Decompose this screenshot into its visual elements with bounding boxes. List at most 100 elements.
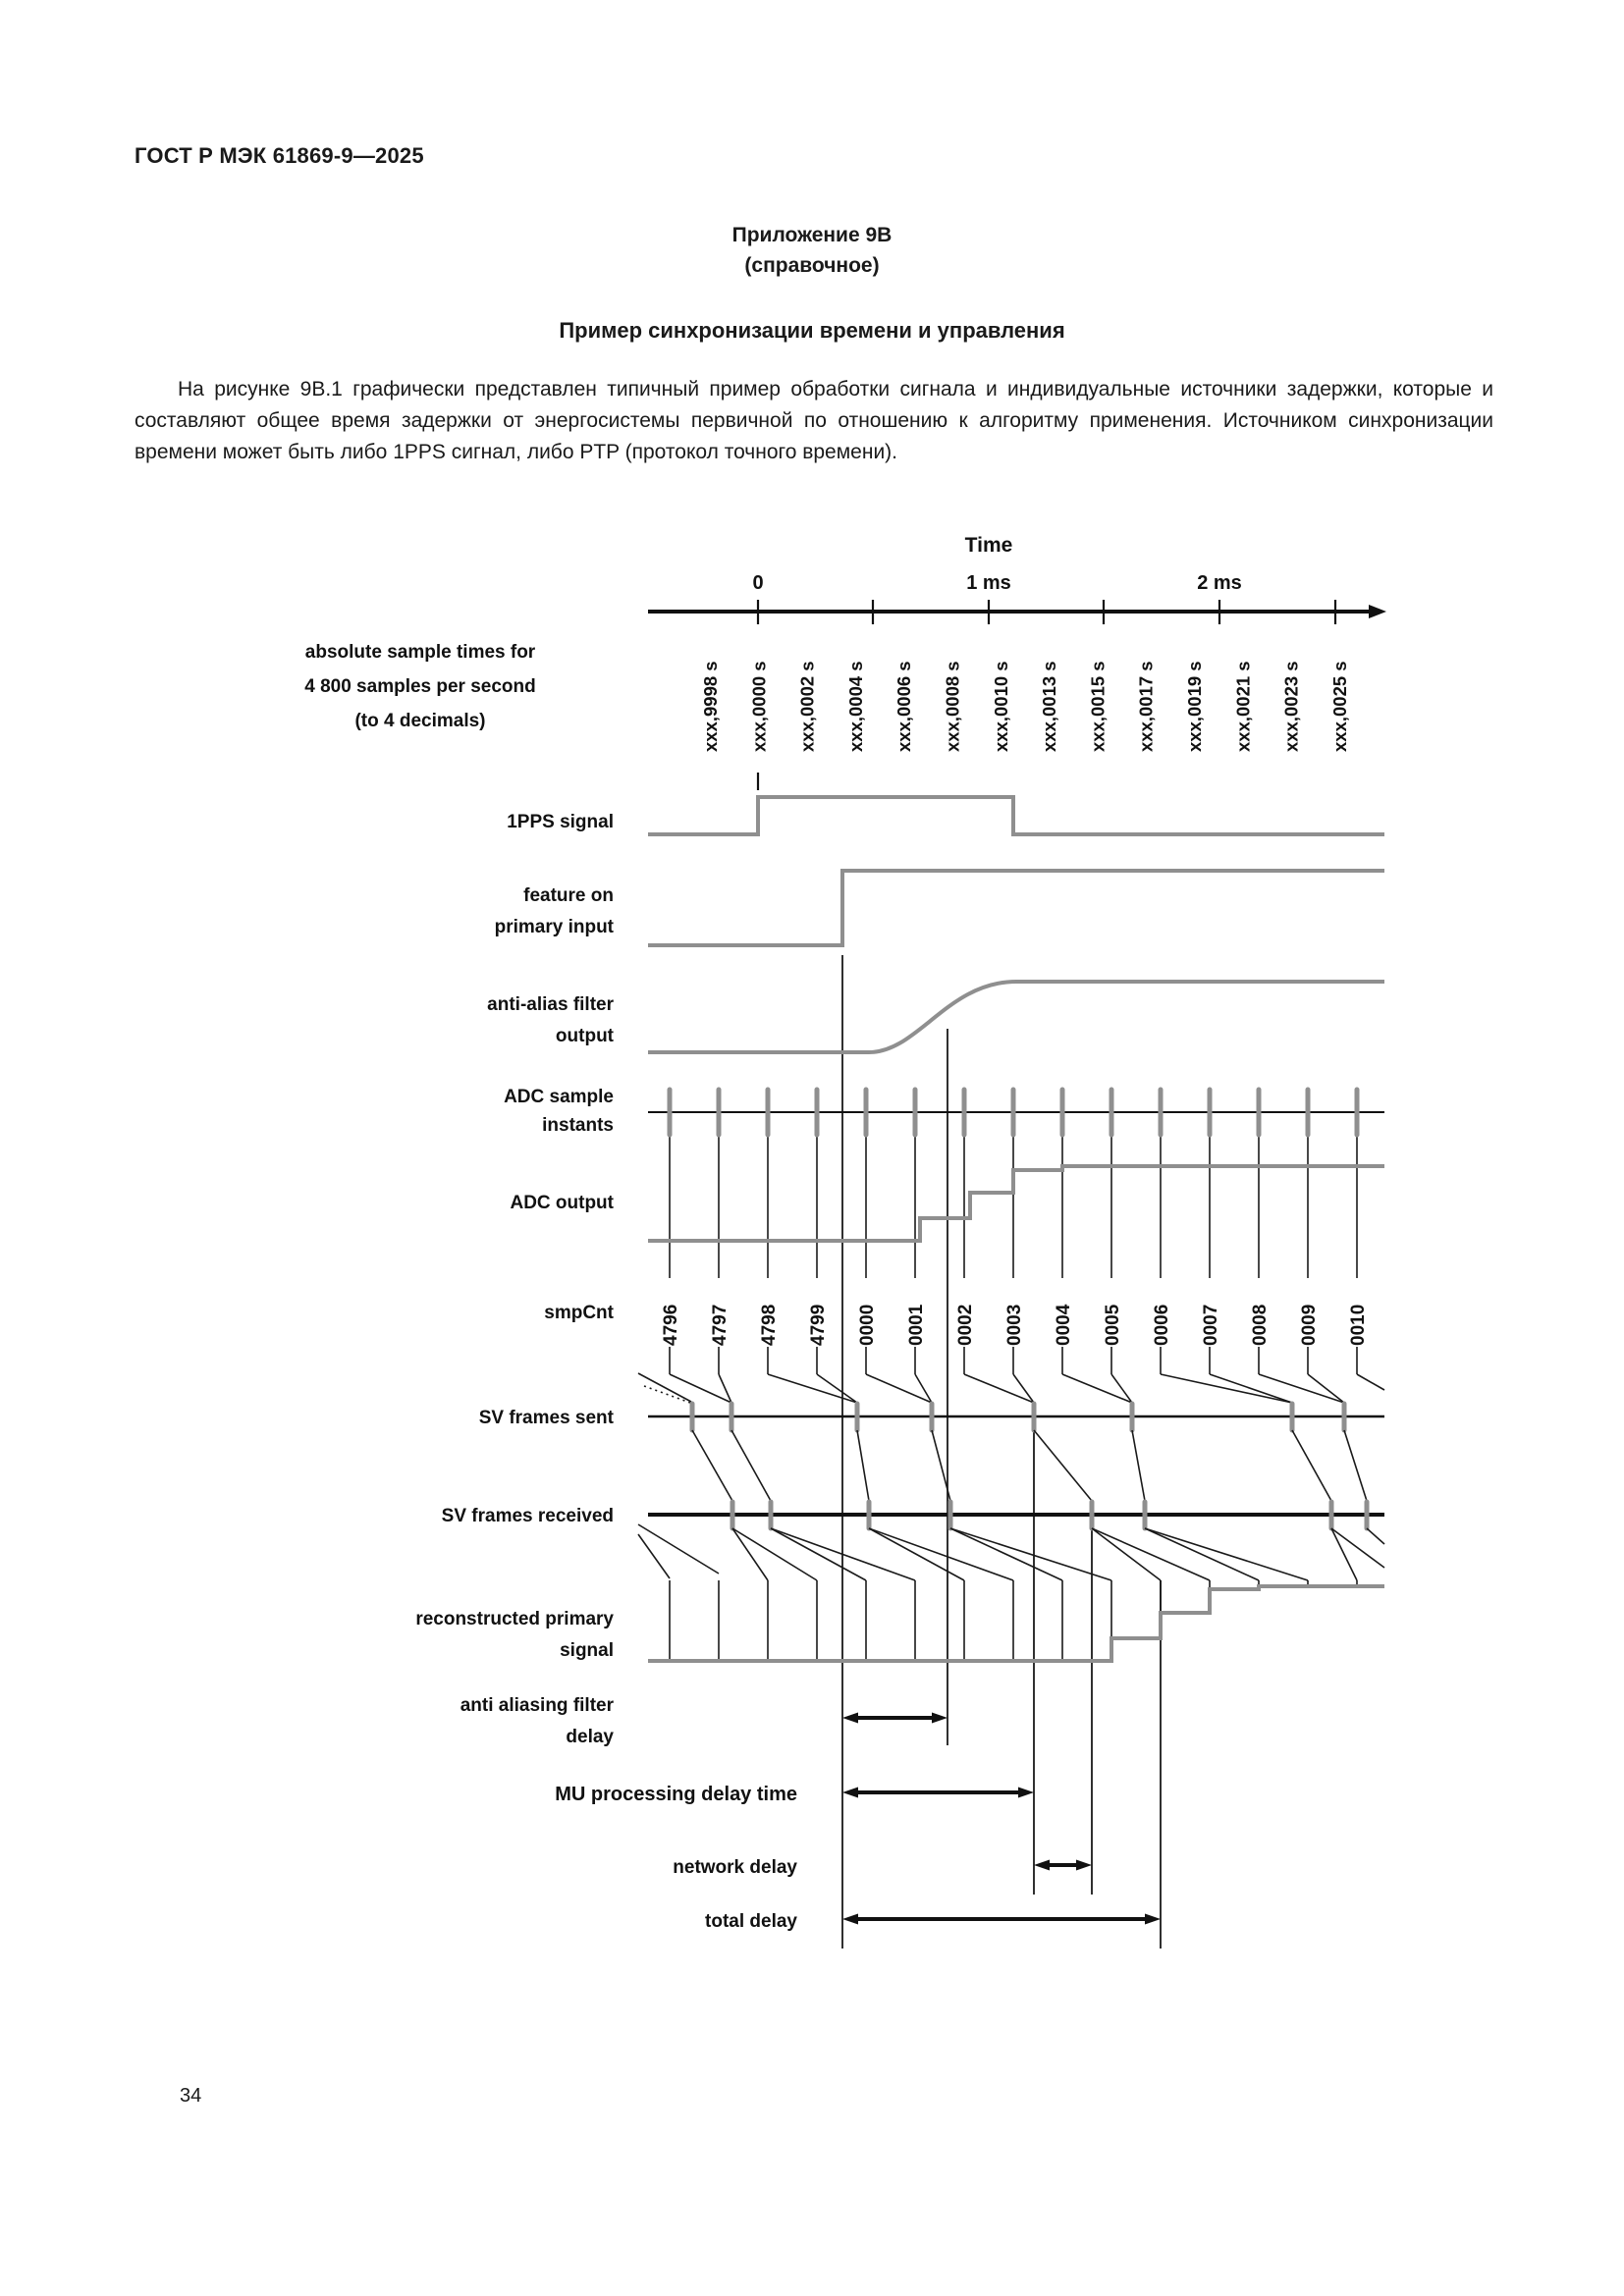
document-header: ГОСТ Р МЭК 61869-9—2025 xyxy=(135,143,424,168)
arrowhead-icon xyxy=(1076,1859,1092,1871)
sample-to-frame-diagonal xyxy=(1307,1373,1345,1404)
frame-playout-diagonal xyxy=(1144,1527,1260,1581)
frame-playout-diagonal xyxy=(637,1523,720,1575)
frame-playout-diagonal xyxy=(731,1527,769,1581)
smpcnt-value-label: 0003 xyxy=(1004,1305,1025,1346)
arrowhead-icon xyxy=(1145,1913,1161,1925)
absolute-sample-time-label: xxx,0004 s xyxy=(845,661,866,752)
row-label-reconstructed: reconstructed primary xyxy=(415,1609,614,1629)
frame-network-diagonal xyxy=(1131,1429,1146,1502)
sample-to-frame-diagonal xyxy=(718,1373,732,1404)
smpcnt-value-label: 0010 xyxy=(1348,1305,1369,1346)
absolute-sample-time-label: xxx,0021 s xyxy=(1232,661,1253,752)
sample-to-frame-diagonal xyxy=(1061,1373,1133,1404)
row-label-sv-sent: SV frames sent xyxy=(479,1408,615,1428)
row-label-antialias: anti-alias filter xyxy=(487,994,614,1015)
sample-to-frame-diagonal xyxy=(914,1373,933,1404)
pps-signal-wave xyxy=(648,795,1384,836)
row-label-feature: primary input xyxy=(495,917,615,937)
absolute-sample-time-label: xxx,9998 s xyxy=(700,661,721,752)
absolute-sample-time-label: xxx,0013 s xyxy=(1039,661,1059,752)
adc-output-wave xyxy=(648,1164,1384,1243)
absolute-sample-time-label: xxx,0023 s xyxy=(1281,661,1302,752)
frame-network-diagonal xyxy=(856,1429,870,1502)
time-axis-arrow-icon xyxy=(1369,605,1386,618)
frame-network-diagonal xyxy=(1291,1429,1332,1502)
delay-label-mu: MU processing delay time xyxy=(555,1784,797,1805)
row-label-pps: 1PPS signal xyxy=(507,812,614,832)
smpcnt-value-label: 4796 xyxy=(661,1305,681,1346)
frame-playout-diagonal xyxy=(1091,1527,1162,1581)
absolute-sample-time-label: xxx,0015 s xyxy=(1087,661,1108,752)
frame-playout-diagonal xyxy=(1366,1527,1385,1545)
smpcnt-value-label: 4797 xyxy=(710,1305,731,1346)
arrowhead-icon xyxy=(932,1712,947,1724)
absolute-sample-time-label: xxx,0000 s xyxy=(748,661,769,752)
sample-to-frame-diagonal xyxy=(963,1373,1035,1404)
arrowhead-icon xyxy=(842,1712,858,1724)
smpcnt-value-label: 0005 xyxy=(1103,1304,1123,1346)
frame-network-diagonal xyxy=(691,1429,733,1502)
appendix-subtitle: (справочное) xyxy=(744,254,880,277)
sample-to-frame-diagonal xyxy=(1110,1373,1133,1404)
smpcnt-value-label: 0007 xyxy=(1201,1305,1221,1346)
delay-label-antialias: anti aliasing filter xyxy=(460,1695,615,1716)
sample-to-frame-diagonal xyxy=(669,1373,732,1404)
reconstructed-signal-wave xyxy=(648,1584,1384,1663)
arrowhead-icon xyxy=(1034,1859,1050,1871)
feature-signal-wave xyxy=(648,869,1384,947)
sample-to-frame-diagonal xyxy=(1258,1373,1345,1404)
time-axis-title: Time xyxy=(965,534,1013,557)
row-label-smpcnt: smpCnt xyxy=(544,1303,614,1323)
arrowhead-icon xyxy=(842,1913,858,1925)
sample-to-frame-diagonal-dotted xyxy=(643,1385,691,1404)
row-label-reconstructed: signal xyxy=(560,1640,614,1661)
section-title: Пример синхронизации времени и управлени… xyxy=(559,318,1065,343)
sample-to-frame-diagonal xyxy=(767,1373,858,1404)
frame-playout-diagonal xyxy=(868,1527,965,1581)
row-label-adc-instants: instants xyxy=(542,1115,614,1136)
smpcnt-value-label: 0004 xyxy=(1054,1304,1074,1346)
sample-to-frame-diagonal xyxy=(816,1373,858,1404)
arrowhead-icon xyxy=(842,1787,858,1798)
timing-diagram: Time 0 1 ms 2 ms xxx,9998 s xxx,0000 s xxx,000… xyxy=(304,534,1386,1949)
sample-to-frame-diagonal xyxy=(637,1372,692,1403)
frame-playout-diagonal xyxy=(1330,1527,1358,1581)
sample-to-frame-diagonal xyxy=(1209,1373,1293,1404)
smpcnt-value-label: 4799 xyxy=(808,1305,829,1346)
sample-times-caption: (to 4 decimals) xyxy=(354,711,485,731)
frame-network-diagonal xyxy=(731,1429,772,1502)
frame-network-diagonal xyxy=(1033,1429,1093,1502)
row-label-adc-instants: ADC sample xyxy=(504,1087,614,1107)
smpcnt-value-label: 4798 xyxy=(759,1305,780,1346)
frame-playout-diagonal xyxy=(1091,1527,1211,1581)
frame-network-diagonal xyxy=(1343,1429,1368,1502)
frame-playout-diagonal xyxy=(949,1527,1063,1581)
absolute-sample-time-label: xxx,0025 s xyxy=(1329,661,1350,752)
row-label-adc-output: ADC output xyxy=(510,1193,614,1213)
sample-times-caption: 4 800 samples per second xyxy=(304,676,536,697)
frame-playout-diagonal xyxy=(1330,1527,1385,1569)
smpcnt-value-label: 0006 xyxy=(1152,1305,1172,1346)
absolute-sample-time-label: xxx,0006 s xyxy=(893,661,914,752)
antialias-output-wave xyxy=(648,980,1384,1054)
absolute-sample-time-label: xxx,0019 s xyxy=(1184,661,1205,752)
sample-to-frame-diagonal xyxy=(865,1373,933,1404)
delay-label-total: total delay xyxy=(705,1911,797,1932)
smpcnt-value-label: 0009 xyxy=(1299,1305,1320,1346)
frame-playout-diagonal xyxy=(770,1527,867,1581)
body-paragraph: На рисунке 9В.1 графически представлен т… xyxy=(135,378,1493,463)
appendix-title: Приложение 9В xyxy=(731,224,893,246)
frame-playout-diagonal xyxy=(731,1527,818,1581)
sample-times-caption: absolute sample times for xyxy=(305,642,536,663)
frame-playout-diagonal xyxy=(637,1533,671,1579)
frame-playout-diagonal xyxy=(868,1527,1014,1581)
page-number: 34 xyxy=(180,2085,202,2107)
sample-to-frame-diagonal xyxy=(1012,1373,1035,1404)
row-label-antialias: output xyxy=(556,1026,615,1046)
smpcnt-value-label: 0000 xyxy=(857,1305,878,1346)
arrowhead-icon xyxy=(1018,1787,1034,1798)
frame-network-diagonal xyxy=(931,1429,951,1502)
absolute-sample-time-label: xxx,0008 s xyxy=(943,661,963,752)
